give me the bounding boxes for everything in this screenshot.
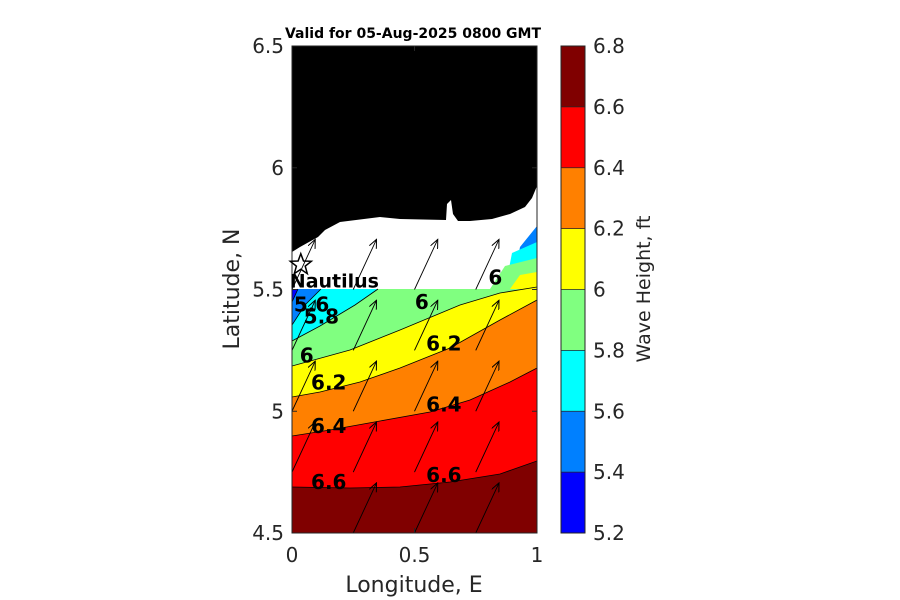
plot-area bbox=[292, 46, 537, 533]
colorbar-tick-label: 6.2 bbox=[593, 217, 625, 241]
colorbar-segment bbox=[561, 46, 585, 107]
wave-vector-arrow bbox=[475, 483, 499, 533]
y-tick-label: 4.5 bbox=[252, 521, 284, 545]
land-mass bbox=[292, 46, 537, 252]
colorbar-tick-label: 5.8 bbox=[593, 338, 625, 362]
colorbar-tick-label: 6 bbox=[593, 278, 606, 302]
colorbar-tick-label: 6.6 bbox=[593, 95, 625, 119]
contour-label: 6.6 bbox=[311, 470, 346, 494]
colorbar-segment bbox=[561, 228, 585, 290]
wave-vector-arrow bbox=[475, 361, 499, 412]
x-tick-label: 1 bbox=[531, 543, 544, 567]
contour-label: 5.8 bbox=[304, 305, 339, 329]
wave-vector-arrow bbox=[475, 300, 499, 351]
contour-label: 5.6 bbox=[294, 292, 329, 316]
y-axis-label: Latitude, N bbox=[220, 229, 245, 350]
x-tick-label: 0.5 bbox=[399, 543, 431, 567]
contour-label: 6 bbox=[415, 290, 429, 314]
x-axis-label: Longitude, E bbox=[345, 573, 482, 598]
wave-vector-arrow bbox=[475, 422, 499, 473]
band-6.6-6.8 bbox=[292, 461, 537, 533]
wave-vector-arrow bbox=[414, 300, 438, 351]
wave-vector-arrow bbox=[352, 361, 376, 412]
contour-label: 6.4 bbox=[426, 392, 461, 416]
colorbar-tick-label: 6.4 bbox=[593, 156, 625, 180]
wave-vector-arrow bbox=[352, 239, 376, 290]
wave-vector-arrow bbox=[475, 239, 499, 290]
colorbar-segment bbox=[561, 472, 585, 533]
contour-label: 6.6 bbox=[426, 463, 461, 487]
colorbar-label: Wave Height, ft bbox=[633, 216, 655, 363]
wave-vector-arrow bbox=[352, 483, 376, 533]
colorbar-tick-label: 5.2 bbox=[593, 521, 625, 545]
colorbar-tick-label: 6.8 bbox=[593, 34, 625, 58]
y-tick-label: 5 bbox=[271, 399, 284, 423]
contour-label: 6.2 bbox=[426, 331, 461, 355]
contour-label: 6.4 bbox=[311, 414, 346, 438]
contour-label: 6.2 bbox=[311, 370, 346, 394]
wave-vector-arrow bbox=[292, 300, 315, 351]
colorbar-segment bbox=[561, 167, 585, 229]
station-label: Nautilus bbox=[290, 271, 379, 293]
colorbar-tick-label: 5.4 bbox=[593, 460, 625, 484]
x-axis: 0 0.5 1 Longitude, E bbox=[286, 46, 544, 598]
colorbar-segment bbox=[561, 411, 585, 473]
wave-vector-arrow bbox=[352, 300, 376, 351]
wave-vector-arrow bbox=[292, 361, 315, 412]
wave-vector-arrow bbox=[292, 239, 315, 290]
contour-label: 6 bbox=[300, 344, 314, 368]
y-tick-label: 5.5 bbox=[252, 278, 284, 302]
station-marker: Nautilus bbox=[288, 251, 379, 293]
wave-vector-arrow bbox=[352, 422, 376, 473]
y-tick-label: 6 bbox=[271, 156, 284, 180]
chart-title: Valid for 05-Aug-2025 0800 GMT bbox=[285, 26, 542, 42]
wave-vector-arrow bbox=[414, 422, 438, 473]
wave-vector-arrow bbox=[292, 422, 315, 473]
wave-vectors bbox=[292, 239, 499, 533]
y-tick-label: 6.5 bbox=[252, 34, 284, 58]
contour-label-layer: 5.65.866.26.46.666.26.46.66 bbox=[294, 266, 502, 495]
colorbar-segment bbox=[561, 350, 585, 412]
star-icon bbox=[288, 251, 314, 276]
x-tick-label: 0 bbox=[286, 543, 299, 567]
y-axis: 4.5 5 5.5 6 6.5 Latitude, N bbox=[220, 34, 537, 545]
wave-vector-arrow bbox=[414, 483, 438, 533]
colorbar-segment bbox=[561, 106, 585, 168]
colorbar-segment bbox=[561, 289, 585, 351]
colorbar: 5.2 5.4 5.6 5.8 6 6.2 6.4 6.6 6.8 Wave Height, f… bbox=[560, 34, 655, 545]
contour-label: 6 bbox=[488, 266, 502, 290]
wave-vector-arrow bbox=[414, 239, 438, 290]
colorbar-tick-label: 5.6 bbox=[593, 399, 625, 423]
wave-vector-arrow bbox=[414, 361, 438, 412]
